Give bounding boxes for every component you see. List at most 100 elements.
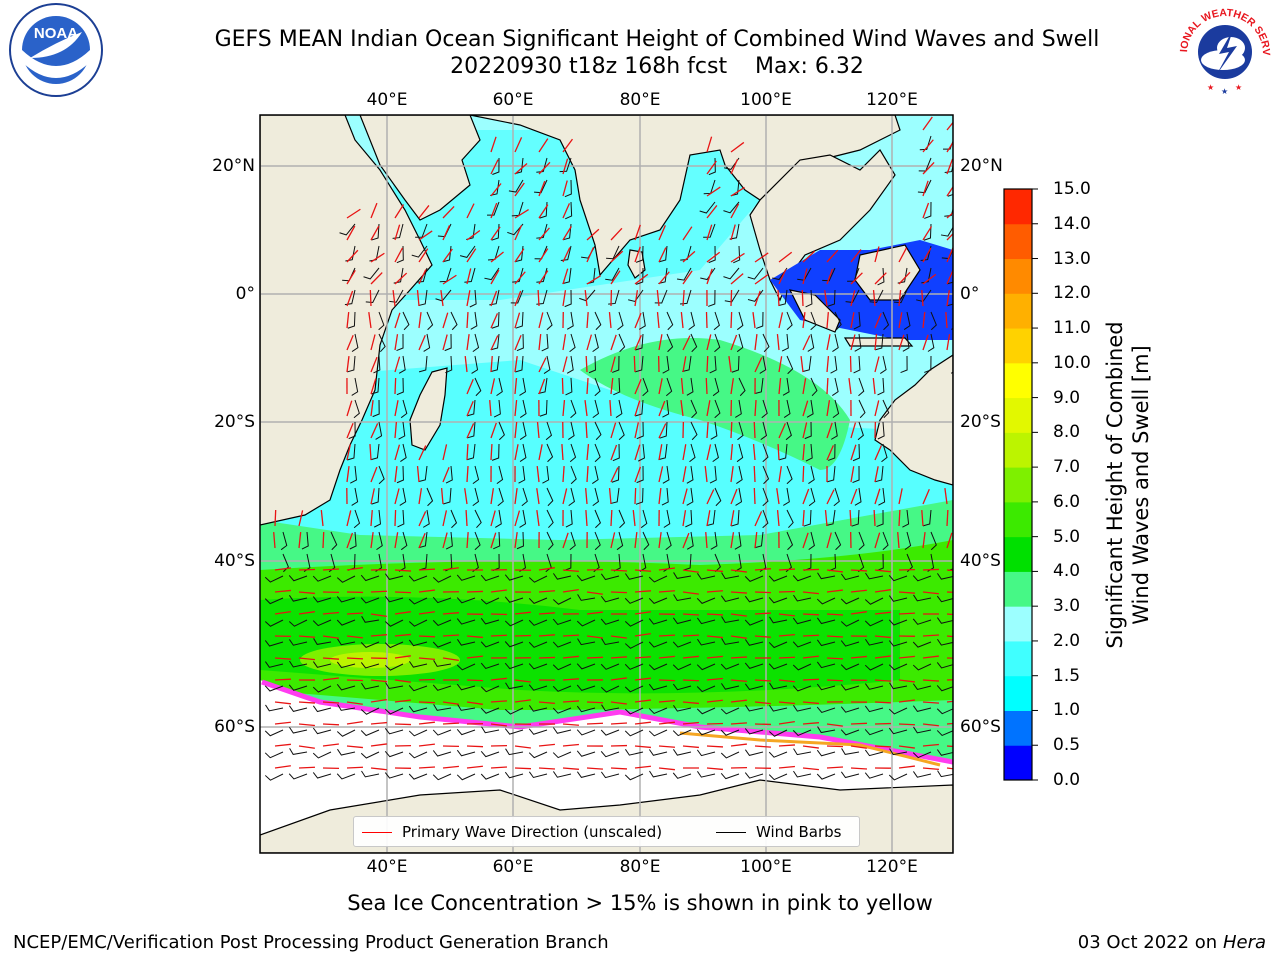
wave-direction-arrow (778, 765, 795, 769)
wind-barb (854, 333, 862, 352)
wind-barb (624, 641, 644, 649)
lon-label-top: 40°E (366, 90, 408, 110)
wind-barb (658, 245, 668, 263)
wind-barb (685, 509, 693, 528)
wind-barb (504, 771, 524, 779)
wave-direction-arrow (946, 141, 953, 153)
wind-barb (576, 574, 596, 582)
wave-direction-arrow (394, 532, 399, 549)
wave-direction-arrow (538, 567, 555, 571)
colorbar-tick-label: 11.0 (1053, 318, 1091, 339)
wind-barb (662, 355, 670, 374)
wind-barb (936, 708, 953, 715)
wave-direction-arrow (442, 722, 460, 725)
wave-direction-arrow (826, 334, 831, 351)
wave-direction-arrow (898, 612, 916, 615)
wave-direction-arrow (394, 509, 397, 527)
wave-direction-arrow (394, 272, 408, 285)
wind-barb (336, 773, 356, 780)
wave-direction-arrow (778, 679, 795, 683)
wind-barb (712, 443, 719, 463)
wind-barb (830, 355, 838, 374)
wave-direction-arrow (946, 569, 953, 572)
wave-direction-arrow (706, 699, 723, 703)
wind-barb (792, 685, 812, 692)
wind-barb (361, 682, 380, 690)
wind-barb (592, 465, 599, 484)
wind-barb (264, 685, 284, 692)
wave-direction-arrow (874, 635, 891, 639)
wave-direction-arrow (370, 423, 379, 439)
wind-barb (432, 619, 452, 626)
wind-barb (673, 705, 692, 712)
noaa-logo-text: NOAA (34, 25, 78, 42)
wind-barb (881, 443, 888, 463)
wind-barb (264, 661, 284, 668)
wave-direction-arrow (706, 355, 709, 373)
wave-direction-arrow (730, 444, 734, 461)
wind-barb (528, 728, 548, 735)
wind-barb (841, 748, 860, 755)
wind-barb (371, 487, 380, 505)
colorbar-segment (1004, 745, 1032, 781)
wind-barb (721, 572, 740, 580)
wind-barb (601, 638, 620, 646)
wind-barb (612, 443, 620, 462)
wind-barb (348, 421, 356, 440)
wind-barb (612, 355, 620, 373)
wave-direction-arrow (802, 767, 819, 771)
wave-direction-arrow (752, 312, 756, 329)
wind-barb (768, 729, 788, 737)
wave-direction-arrow (682, 745, 699, 749)
wave-direction-arrow (874, 466, 879, 483)
wind-barb (346, 355, 356, 373)
wave-direction-arrow (706, 569, 723, 573)
wave-direction-arrow (874, 334, 878, 351)
wave-direction-arrow (754, 591, 772, 594)
wave-direction-arrow (753, 421, 756, 439)
wind-barb (802, 355, 812, 373)
wind-barb (937, 573, 953, 580)
wave-direction-arrow (898, 745, 915, 749)
wind-barb (721, 683, 740, 690)
wave-direction-arrow (874, 313, 882, 329)
wave-direction-arrow (658, 634, 676, 637)
wave-direction-arrow (706, 767, 723, 771)
wave-direction-arrow (754, 701, 771, 705)
wind-barb (697, 771, 716, 778)
wave-direction-arrow (466, 745, 484, 748)
wind-barb (487, 201, 500, 216)
wave-direction-arrow (322, 611, 339, 615)
svg-text:★: ★ (1221, 87, 1228, 96)
wave-direction-arrow (704, 466, 708, 483)
wave-direction-arrow (706, 745, 724, 748)
black-line-swatch (716, 832, 746, 833)
wind-barb (744, 575, 764, 582)
wind-barb (576, 705, 596, 713)
wave-direction-arrow (754, 274, 769, 285)
australia (874, 354, 953, 486)
wind-barb (696, 749, 716, 757)
wind-barb (840, 729, 860, 736)
wave-direction-arrow (802, 488, 810, 505)
wind-barb (546, 487, 554, 507)
legend-wind-barbs-label: Wind Barbs (756, 823, 842, 841)
wind-barb (834, 531, 842, 551)
wind-barb (418, 465, 428, 483)
wave-direction-arrow (466, 203, 475, 219)
wind-barb (816, 773, 836, 780)
wind-barb (519, 443, 527, 462)
wind-barb (396, 333, 404, 352)
wave-direction-arrow (706, 334, 712, 351)
wave-direction-arrow (946, 121, 953, 131)
wind-barb (902, 333, 910, 352)
wave-direction-arrow (561, 377, 564, 395)
wind-barb (672, 617, 692, 625)
wave-direction-arrow (946, 334, 951, 351)
wind-barb (888, 773, 908, 781)
wind-barb (519, 399, 527, 418)
wave-direction-arrow (946, 591, 953, 593)
wave-direction-arrow (850, 745, 867, 749)
wave-direction-arrow (946, 509, 949, 527)
wind-barb (339, 223, 356, 236)
